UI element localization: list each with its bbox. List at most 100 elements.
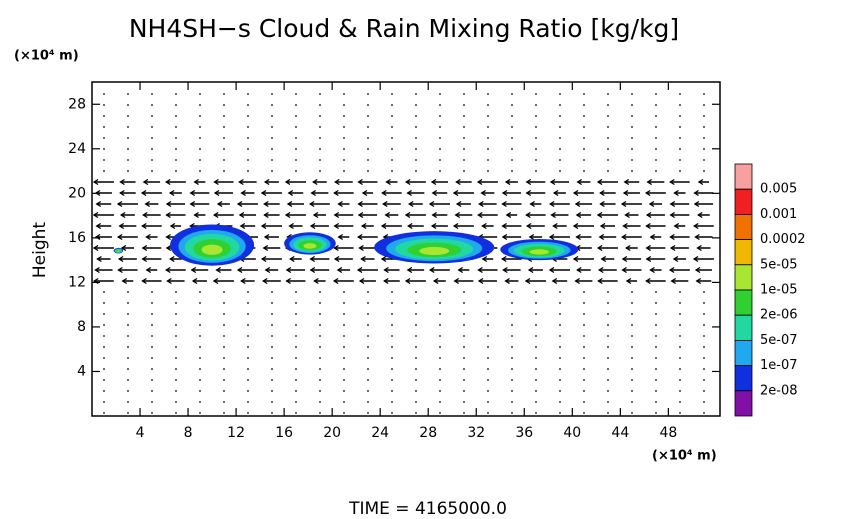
vector-head — [239, 222, 246, 230]
vector-head — [551, 277, 558, 285]
vector-head — [645, 222, 651, 230]
vector-head — [454, 211, 461, 219]
y-label: Height — [30, 222, 50, 279]
colorbar-label: 0.005 — [760, 182, 797, 197]
chart-title: NH4SH−s Cloud & Rain Mixing Ratio [kg/kg… — [129, 14, 679, 43]
vector-head — [406, 189, 412, 197]
vector-head — [260, 222, 267, 230]
vector-head — [142, 211, 148, 219]
vector-head — [596, 178, 603, 186]
vector-head — [94, 233, 101, 241]
x-tick-label: 28 — [419, 425, 437, 441]
vector-head — [381, 189, 387, 197]
vector-head — [336, 266, 343, 274]
vector-head — [383, 277, 389, 285]
vector-head — [116, 200, 123, 208]
vector-head — [645, 244, 652, 252]
vector-head — [120, 244, 127, 252]
colorbar-box — [734, 365, 753, 392]
vector-head — [164, 178, 171, 186]
vector-head — [501, 200, 507, 208]
vector-head — [575, 211, 582, 219]
vector-head — [478, 200, 484, 208]
vector-head — [552, 222, 558, 230]
vector-head — [407, 222, 413, 230]
vector-head — [501, 255, 507, 263]
vector-head — [142, 178, 149, 186]
vector-head — [670, 277, 677, 285]
vector-head — [649, 233, 656, 241]
vector-head — [404, 211, 411, 219]
y-tick-label: 4 — [77, 363, 86, 379]
vector-head — [193, 211, 199, 219]
vector-head — [693, 222, 699, 230]
vector-head — [672, 255, 679, 263]
vector-head — [116, 233, 123, 241]
vector-head — [356, 266, 363, 274]
vector-head — [693, 189, 699, 197]
vector-head — [261, 277, 268, 285]
colorbar-box — [734, 314, 753, 341]
vector-head — [333, 244, 339, 252]
vector-head — [599, 189, 605, 197]
vector-head — [119, 178, 125, 186]
vector-head — [525, 211, 531, 219]
vector-head — [141, 244, 148, 252]
vector-head — [263, 211, 269, 219]
vector-head — [455, 200, 462, 208]
vector-head — [166, 277, 172, 285]
vector-head — [285, 266, 292, 274]
colorbar-box — [734, 213, 753, 240]
vector-head — [165, 244, 172, 252]
vector-head — [357, 211, 364, 219]
x-tick-label: 40 — [563, 425, 581, 441]
vector-head — [168, 189, 175, 197]
vector-head — [358, 277, 365, 285]
vector-head — [477, 211, 483, 219]
vector-head — [357, 200, 363, 208]
vector-head — [599, 200, 605, 208]
vector-head — [286, 200, 293, 208]
cloud-region — [419, 246, 450, 255]
vector-head — [504, 277, 510, 285]
colorbar-box — [734, 289, 753, 316]
vector-head — [380, 255, 387, 263]
vector-head — [600, 255, 607, 263]
vector-head — [165, 233, 171, 241]
vector-head — [289, 255, 295, 263]
vector-head — [673, 222, 680, 230]
vector-head — [262, 244, 269, 252]
vector-head — [309, 255, 315, 263]
vector-head — [236, 200, 243, 208]
colorbar-label: 5e-05 — [760, 257, 798, 272]
vector-head — [285, 277, 291, 285]
x-tick-label: 44 — [611, 425, 629, 441]
vector-head — [284, 211, 291, 219]
vector-head — [310, 189, 316, 197]
colorbar-box — [734, 390, 753, 417]
vector-head — [94, 266, 100, 274]
vector-head — [453, 277, 460, 285]
vector-head — [648, 200, 655, 208]
vector-head — [694, 233, 700, 241]
vector-head — [216, 200, 223, 208]
vector-head — [119, 211, 126, 219]
vector-head — [383, 266, 389, 274]
vector-head — [624, 211, 630, 219]
vector-head — [529, 200, 535, 208]
vector-head — [96, 255, 102, 263]
vector-head — [625, 277, 632, 285]
vector-head — [524, 277, 531, 285]
vector-head — [552, 189, 559, 197]
vector-head — [357, 178, 363, 186]
vector-head — [144, 200, 150, 208]
vector-head — [92, 244, 99, 252]
vector-head — [213, 189, 220, 197]
y-tick-label: 12 — [68, 274, 86, 290]
vector-head — [145, 233, 151, 241]
y-unit: (×10⁴ m) — [14, 49, 79, 64]
vector-head — [309, 222, 316, 230]
vector-head — [312, 178, 318, 186]
cloud-region — [303, 243, 317, 249]
